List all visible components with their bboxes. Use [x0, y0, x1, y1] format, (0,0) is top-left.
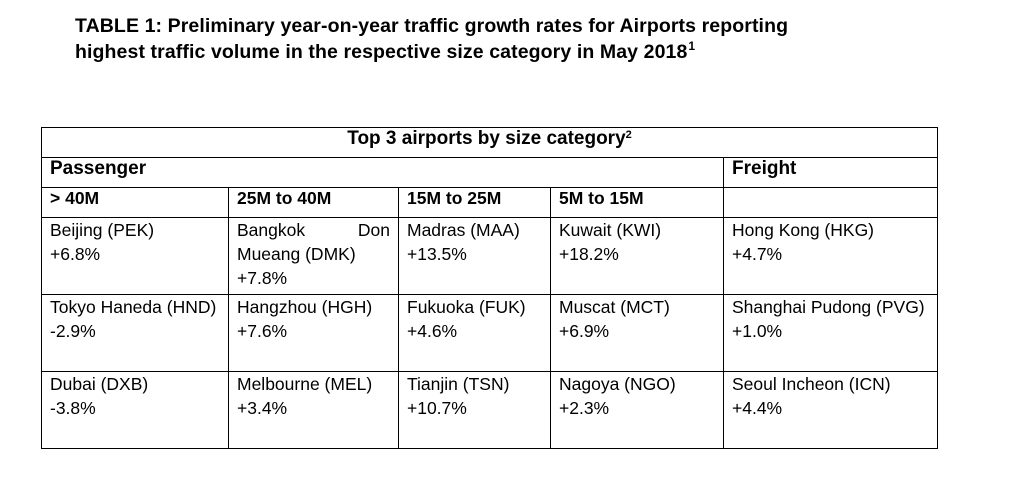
size-cell: 25M to 40M	[228, 187, 399, 218]
size-cell: > 40M	[41, 187, 229, 218]
growth-value: +2.3%	[559, 398, 610, 418]
table-header-row: Top 3 airports by size category2	[40, 127, 939, 158]
growth-value: -3.8%	[50, 398, 96, 418]
table-cell: Dubai (DXB) -3.8%	[41, 371, 229, 449]
airport-name: Kuwait (KWI)	[559, 220, 662, 240]
table-cell: Tianjin (TSN) +10.7%	[398, 371, 551, 449]
table-cell: Fukuoka (FUK) +4.6%	[398, 294, 551, 372]
table-cell: Melbourne (MEL) +3.4%	[228, 371, 399, 449]
table-cell: Kuwait (KWI) +18.2%	[550, 217, 724, 295]
table-cell: Muscat (MCT) +6.9%	[550, 294, 724, 372]
growth-value: +4.6%	[407, 321, 458, 341]
airport-name: Muscat (MCT)	[559, 297, 670, 317]
growth-value: +6.8%	[50, 244, 101, 264]
airport-name: Dubai (DXB)	[50, 374, 149, 394]
airport-name: Hong Kong (HKG)	[732, 220, 875, 240]
growth-value: +6.9%	[559, 321, 610, 341]
table-row: Beijing (PEK) +6.8% Bangkok Don Mueang (D…	[41, 217, 939, 295]
table-cell: Beijing (PEK) +6.8%	[41, 217, 229, 295]
airport-name: Tianjin (TSN)	[407, 374, 510, 394]
table-header-cell: Top 3 airports by size category2	[40, 127, 939, 158]
growth-value: +18.2%	[559, 244, 619, 264]
table-cell: Shanghai Pudong (PVG) +1.0%	[722, 294, 939, 372]
title-line-2: highest traffic volume in the respective…	[75, 39, 788, 67]
airport-name: Fukuoka (FUK)	[407, 297, 526, 317]
growth-value: +10.7%	[407, 398, 467, 418]
growth-value: +4.7%	[732, 244, 783, 264]
title-line-1: TABLE 1: Preliminary year-on-year traffi…	[75, 15, 789, 37]
growth-value: +7.8%	[237, 268, 288, 288]
airport-name: Nagoya (NGO)	[559, 374, 676, 394]
growth-value: -2.9%	[50, 321, 96, 341]
freight-category-cell: Freight	[722, 157, 939, 188]
table-cell: Hangzhou (HGH) +7.6%	[228, 294, 399, 372]
table-cell: Bangkok Don Mueang (DMK) +7.8%	[228, 217, 399, 295]
size-cell: 15M to 25M	[398, 187, 551, 218]
growth-value: +1.0%	[732, 321, 783, 341]
category-row: Passenger Freight	[41, 157, 939, 188]
table-cell: Hong Kong (HKG) +4.7%	[722, 217, 939, 295]
airport-name: Melbourne (MEL)	[237, 374, 373, 394]
growth-value: +13.5%	[407, 244, 467, 264]
airport-name: Bangkok Don Mueang (DMK)	[237, 220, 390, 264]
table-cell: Seoul Incheon (ICN) +4.4%	[722, 371, 939, 449]
airport-name: Beijing (PEK)	[50, 220, 155, 240]
table-header-footnote: 2	[625, 129, 632, 141]
airport-name: Hangzhou (HGH)	[237, 297, 373, 317]
airport-name: Shanghai Pudong (PVG)	[732, 297, 925, 317]
passenger-category-cell: Passenger	[41, 157, 724, 188]
size-cell	[722, 187, 939, 218]
table-title: TABLE 1: Preliminary year-on-year traffi…	[75, 13, 788, 67]
airport-name: Madras (MAA)	[407, 220, 520, 240]
growth-value: +4.4%	[732, 398, 783, 418]
table-cell: Tokyo Haneda (HND) -2.9%	[41, 294, 229, 372]
airport-name: Tokyo Haneda (HND)	[50, 297, 217, 317]
table-cell: Madras (MAA) +13.5%	[398, 217, 551, 295]
airport-growth-table: Top 3 airports by size category2 Passeng…	[40, 127, 939, 449]
table-row: Dubai (DXB) -3.8% Melbourne (MEL) +3.4% Ti…	[41, 371, 939, 449]
table-row: Tokyo Haneda (HND) -2.9% Hangzhou (HGH) +7…	[41, 294, 939, 372]
size-row: > 40M 25M to 40M 15M to 25M 5M to 15M	[41, 187, 939, 218]
size-cell: 5M to 15M	[550, 187, 724, 218]
table-cell: Nagoya (NGO) +2.3%	[550, 371, 724, 449]
title-line-2-text: highest traffic volume in the respective…	[75, 41, 688, 63]
title-footnote-mark: 1	[688, 39, 696, 53]
growth-value: +7.6%	[237, 321, 288, 341]
growth-value: +3.4%	[237, 398, 288, 418]
table-header-text: Top 3 airports by size category	[347, 128, 626, 149]
airport-name: Seoul Incheon (ICN)	[732, 374, 891, 394]
